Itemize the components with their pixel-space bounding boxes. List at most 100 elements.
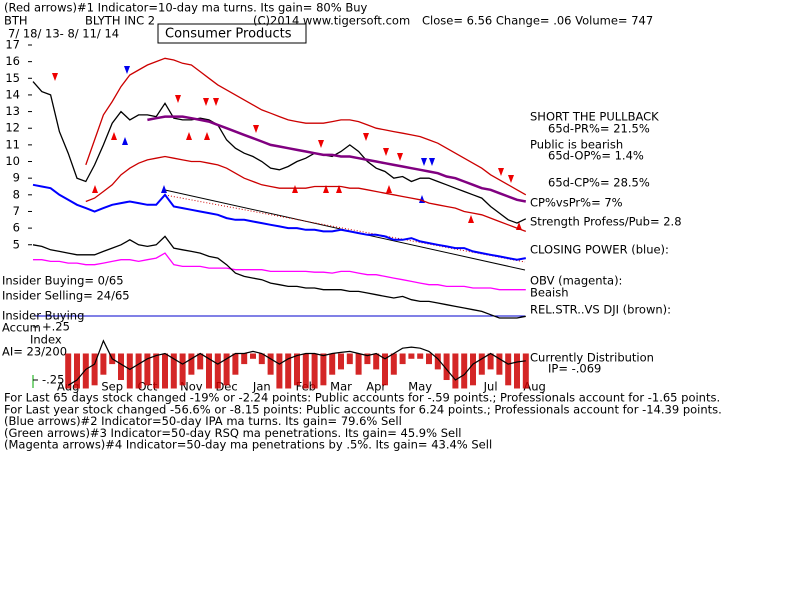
ai-bar <box>496 353 503 375</box>
insider: Insider Buying <box>2 309 84 323</box>
x-tick-label: Nov <box>180 380 203 394</box>
line-series <box>67 339 526 386</box>
ai-bar <box>399 353 406 365</box>
ai-bar <box>100 353 107 375</box>
ai-bar <box>461 353 468 389</box>
ai-bar <box>355 353 362 375</box>
footer-line: (Green arrows)#3 Indicator=50-day RSQ ma… <box>4 426 461 440</box>
ai-bar <box>135 353 142 389</box>
ai-bar <box>338 353 344 370</box>
signal: SHORT THE PULLBACK <box>530 110 659 124</box>
ai-bar <box>74 353 80 389</box>
ai-bar <box>126 353 133 389</box>
copyright: (C)2014 www.tigersoft.com <box>253 14 410 28</box>
ai-bar <box>487 353 494 370</box>
y-tick-label: 16 <box>5 54 20 68</box>
ai-bar <box>443 353 450 381</box>
y-tick-label: 7 <box>13 204 20 218</box>
signal-arrows <box>52 73 522 230</box>
y-tick-label: 6 <box>13 221 20 235</box>
ai-bar <box>329 353 336 375</box>
ai-bar <box>188 353 195 375</box>
ai-bar <box>276 353 283 389</box>
company: BLYTH INC 2 <box>85 14 155 28</box>
ai-bar <box>232 353 239 375</box>
ai-bar <box>434 353 441 370</box>
quote: Close= 6.56 Change= .06 Volume= 747 <box>422 14 653 28</box>
line-series <box>85 57 527 196</box>
ai-bar <box>285 353 292 389</box>
y-tick-label: 10 <box>5 154 20 168</box>
ai-bar <box>258 353 265 365</box>
y-tick-label: 13 <box>5 104 20 118</box>
footer-line: For Last year stock changed -56.6% or -8… <box>4 402 722 416</box>
date-range: 7/ 18/ 13- 8/ 11/ 14 <box>8 27 119 41</box>
x-tick-label: Mar <box>330 380 352 394</box>
sector: Consumer Products <box>165 27 292 42</box>
ai-bar <box>153 353 160 389</box>
ai-bar <box>65 353 72 389</box>
x-tick-label: Aug <box>523 380 545 394</box>
ai-bar <box>311 353 318 389</box>
footer-line: For Last 65 days stock changed -19% or -… <box>4 391 720 405</box>
ai-bar <box>373 353 380 370</box>
ai-bar <box>144 353 151 386</box>
stat: Strength Profess/Pub= 2.8 <box>530 215 682 229</box>
y-tick-label: 11 <box>5 137 20 151</box>
ai-bar <box>118 353 124 381</box>
y-tick-label: 9 <box>13 171 20 185</box>
stat: CP%vsPr%= 7% <box>530 196 623 210</box>
ai-bar <box>179 353 186 386</box>
ai-bar <box>223 353 230 386</box>
ai-bar <box>294 353 300 386</box>
ai-bar <box>505 353 512 386</box>
ai-bar <box>267 353 274 375</box>
sector-box <box>157 23 307 44</box>
ai-bar <box>382 353 388 386</box>
panel-label: IP= -.069 <box>548 362 601 376</box>
line-series <box>32 81 527 224</box>
line-series <box>147 115 527 203</box>
ai-bar <box>214 353 221 389</box>
x-tick-label: Apr <box>366 380 386 394</box>
y-tick-label: 14 <box>5 87 20 101</box>
ai-bar <box>197 353 204 370</box>
y-tick-label: 5 <box>13 237 20 251</box>
footer-line: (Blue arrows)#2 Indicator=50-day IPA ma … <box>4 414 402 428</box>
ai-bar <box>390 353 397 375</box>
insider: Insider Selling= 24/65 <box>2 289 130 303</box>
line-series <box>32 235 526 319</box>
x-tick-label: Dec <box>215 380 237 394</box>
ai-bar <box>320 353 327 386</box>
x-tick-label: Oct <box>137 380 157 394</box>
y-tick-label: 12 <box>5 121 20 135</box>
y-tick-label: +.25 <box>42 319 70 333</box>
ai-bar <box>478 353 485 375</box>
panel-label: CLOSING POWER (blue): <box>530 243 669 257</box>
y-tick-label: 17 <box>5 37 20 51</box>
y-tick-label: -.25 <box>42 373 64 387</box>
x-tick-label: Jan <box>252 380 271 394</box>
line-series <box>32 183 526 261</box>
ai-bar <box>364 353 371 365</box>
accum-label: Accum <box>2 321 41 335</box>
ai-bar <box>170 353 177 389</box>
symbol: BTH <box>4 14 28 28</box>
footer-line: (Magenta arrows)#4 Indicator=50-day ma p… <box>4 438 492 452</box>
ai-bar <box>91 353 98 386</box>
x-tick-label: Jul <box>483 380 498 394</box>
ai-bar <box>452 353 459 389</box>
x-tick-label: May <box>408 380 432 394</box>
ai-bar <box>417 353 424 359</box>
ai-bar <box>522 353 529 389</box>
stat: 65d-PR%= 21.5% <box>548 122 650 136</box>
accum-label: Index <box>30 333 62 347</box>
ai-bar <box>302 353 309 389</box>
ai-bar <box>514 353 520 389</box>
ai-bar <box>206 353 212 389</box>
stat: Public is bearish <box>530 138 623 152</box>
ai-bar <box>408 353 415 359</box>
